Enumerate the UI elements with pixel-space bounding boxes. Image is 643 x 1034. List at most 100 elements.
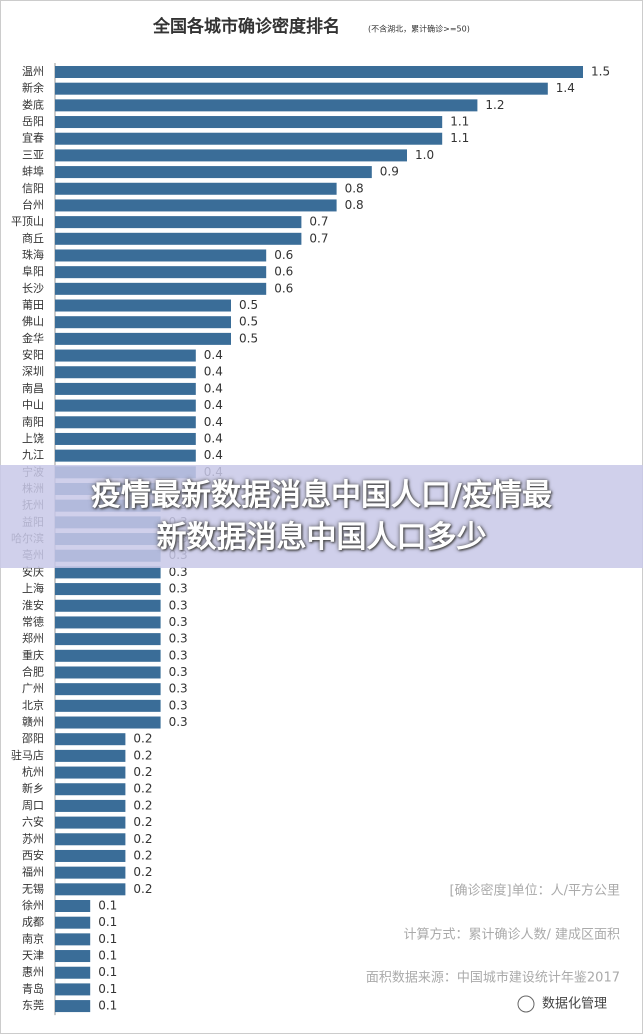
y-tick-label: 新余 bbox=[22, 81, 44, 95]
y-tick-label: 惠州 bbox=[22, 965, 44, 979]
value-label: 0.6 bbox=[274, 265, 293, 279]
watermark-icon bbox=[517, 995, 535, 1013]
bar bbox=[55, 82, 548, 95]
value-label: 1.0 bbox=[415, 148, 434, 162]
chart-title: 全国各城市确诊密度排名 bbox=[152, 16, 340, 37]
bar bbox=[55, 182, 337, 195]
bar bbox=[55, 299, 231, 312]
value-label: 0.1 bbox=[98, 982, 117, 996]
bar bbox=[55, 783, 126, 796]
bar bbox=[55, 749, 126, 762]
bar bbox=[55, 916, 91, 929]
banner-line: 新数据消息中国人口多少 bbox=[156, 520, 487, 555]
y-tick-label: 新乡 bbox=[22, 781, 44, 795]
value-label: 0.2 bbox=[133, 765, 152, 779]
bar bbox=[55, 449, 196, 462]
y-tick-label: 重庆 bbox=[22, 648, 44, 662]
value-label: 1.2 bbox=[485, 98, 504, 112]
y-tick-label: 三亚 bbox=[22, 148, 44, 161]
y-tick-label: 郑州 bbox=[22, 631, 44, 645]
bar bbox=[55, 216, 302, 229]
value-label: 1.1 bbox=[450, 131, 469, 145]
y-tick-label: 台州 bbox=[22, 197, 44, 211]
y-tick-label: 金华 bbox=[22, 331, 44, 345]
value-label: 0.3 bbox=[169, 632, 188, 646]
value-label: 0.4 bbox=[204, 365, 223, 379]
bar bbox=[55, 883, 126, 896]
value-label: 0.3 bbox=[169, 565, 188, 579]
y-tick-label: 商丘 bbox=[22, 231, 44, 245]
bar bbox=[55, 366, 196, 379]
bar bbox=[55, 166, 372, 179]
value-label: 0.1 bbox=[98, 899, 117, 913]
bar bbox=[55, 649, 161, 662]
y-tick-label: 平顶山 bbox=[11, 215, 44, 228]
y-tick-label: 南阳 bbox=[22, 415, 44, 428]
bar bbox=[55, 382, 196, 395]
value-label: 0.1 bbox=[98, 999, 117, 1013]
bar bbox=[55, 349, 196, 362]
bar bbox=[55, 616, 161, 629]
bar bbox=[55, 149, 407, 162]
bar bbox=[55, 432, 196, 445]
value-label: 0.3 bbox=[169, 665, 188, 679]
y-tick-label: 苏州 bbox=[22, 832, 44, 845]
y-tick-label: 六安 bbox=[22, 815, 44, 829]
value-label: 0.5 bbox=[239, 298, 258, 312]
bar bbox=[55, 266, 267, 279]
value-label: 0.3 bbox=[169, 648, 188, 662]
y-tick-label: 徐州 bbox=[22, 898, 44, 912]
banner: 疫情最新数据消息中国人口/疫情最 新数据消息中国人口多少 bbox=[0, 465, 643, 568]
bar bbox=[55, 1000, 91, 1013]
y-tick-label: 合肥 bbox=[22, 664, 44, 678]
y-tick-label: 赣州 bbox=[22, 715, 44, 729]
value-label: 0.2 bbox=[133, 782, 152, 796]
y-tick-label: 南昌 bbox=[22, 382, 44, 395]
value-label: 1.1 bbox=[450, 115, 469, 129]
y-tick-label: 珠海 bbox=[22, 247, 44, 261]
y-tick-label: 周口 bbox=[22, 799, 44, 812]
bar bbox=[55, 99, 478, 112]
bar bbox=[55, 933, 91, 946]
y-tick-label: 东莞 bbox=[22, 999, 44, 1012]
bar bbox=[55, 416, 196, 429]
bar bbox=[55, 282, 267, 295]
y-tick-label: 福州 bbox=[22, 865, 44, 879]
value-label: 0.3 bbox=[169, 615, 188, 629]
value-label: 0.2 bbox=[133, 832, 152, 846]
bar bbox=[55, 849, 126, 862]
bar bbox=[55, 866, 126, 879]
value-label: 0.6 bbox=[274, 248, 293, 262]
y-tick-label: 娄底 bbox=[22, 97, 44, 111]
banner-line: 疫情最新数据消息中国人口/疫情最 bbox=[91, 478, 552, 513]
value-label: 0.8 bbox=[345, 198, 364, 212]
bar bbox=[55, 833, 126, 846]
y-tick-label: 西安 bbox=[22, 848, 44, 862]
note: [确诊密度]单位：人/平方公里 bbox=[449, 883, 620, 899]
y-tick-label: 杭州 bbox=[22, 765, 44, 779]
y-tick-label: 无锡 bbox=[22, 881, 44, 895]
y-tick-label: 南京 bbox=[22, 931, 44, 945]
chart-subtitle: (不含湖北，累计确诊>=50) bbox=[368, 24, 470, 34]
y-tick-label: 广州 bbox=[22, 682, 44, 695]
value-label: 0.1 bbox=[98, 932, 117, 946]
y-tick-label: 深圳 bbox=[22, 365, 44, 378]
bar bbox=[55, 799, 126, 812]
watermark: 数据化管理 bbox=[542, 997, 607, 1012]
bar bbox=[55, 683, 161, 696]
value-label: 1.5 bbox=[591, 65, 610, 79]
bar bbox=[55, 816, 126, 829]
bar bbox=[55, 249, 267, 262]
bar bbox=[55, 116, 443, 129]
value-label: 0.4 bbox=[204, 381, 223, 395]
bar bbox=[55, 132, 443, 145]
y-tick-label: 青岛 bbox=[22, 981, 44, 995]
y-tick-label: 岳阳 bbox=[22, 115, 44, 128]
bar bbox=[55, 566, 161, 579]
bar bbox=[55, 199, 337, 212]
y-tick-label: 北京 bbox=[22, 698, 44, 712]
value-label: 0.4 bbox=[204, 431, 223, 445]
bar bbox=[55, 900, 91, 912]
y-tick-label: 邵阳 bbox=[22, 732, 44, 745]
